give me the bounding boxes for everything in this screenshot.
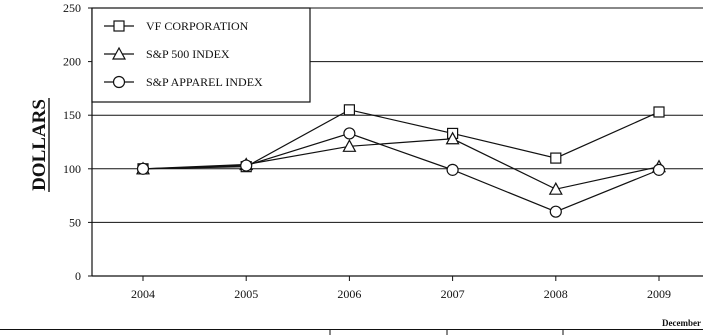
legend: VF CORPORATION S&P 500 INDEX S&P APPAREL I… bbox=[91, 7, 311, 103]
point-vf-corporation-2008 bbox=[550, 152, 562, 164]
point-s-p-apparel-index-2007 bbox=[446, 163, 459, 176]
series-group bbox=[135, 104, 667, 218]
y-axis-label: DOLLARS bbox=[29, 99, 50, 191]
point-s-p-apparel-index-2005 bbox=[240, 159, 253, 172]
legend-box bbox=[91, 7, 311, 103]
x-tick-label-2004: 2004 bbox=[131, 287, 155, 301]
legend-label-s-p-500-index: S&P 500 INDEX bbox=[146, 47, 230, 61]
y-tick-label-0: 0 bbox=[75, 269, 81, 283]
point-s-p-apparel-index-2008 bbox=[549, 205, 562, 218]
y-tick-label-150: 150 bbox=[63, 108, 81, 122]
y-axis-ticks: 0 50 100 150 200 250 bbox=[63, 1, 92, 283]
legend-label-s-p-apparel-index: S&P APPAREL INDEX bbox=[146, 75, 263, 89]
x-tick-label-2007: 2007 bbox=[441, 287, 465, 301]
y-tick-label-100: 100 bbox=[63, 162, 81, 176]
point-s-p-500-index-2006 bbox=[342, 139, 357, 152]
x-tick-label-2006: 2006 bbox=[337, 287, 361, 301]
y-tick-label-50: 50 bbox=[69, 215, 81, 229]
point-vf-corporation-2009 bbox=[653, 106, 665, 118]
x-tick-label-2005: 2005 bbox=[234, 287, 258, 301]
footer-december-label: December bbox=[662, 318, 701, 328]
series-s-p-apparel-index bbox=[136, 127, 666, 218]
y-tick-label-250: 250 bbox=[63, 1, 81, 15]
series-line-s-p-apparel-index bbox=[142, 132, 660, 213]
x-tick-label-2008: 2008 bbox=[544, 287, 568, 301]
y-tick-label-200: 200 bbox=[63, 55, 81, 69]
legend-label-vf-corporation: VF CORPORATION bbox=[146, 19, 249, 33]
legend-marker-s-p-500-index bbox=[111, 46, 127, 60]
point-s-p-apparel-index-2004 bbox=[136, 162, 150, 175]
point-s-p-apparel-index-2009 bbox=[652, 163, 666, 176]
series-line-s-p-500-index bbox=[142, 138, 660, 190]
legend-marker-vf-corporation bbox=[113, 20, 125, 32]
series-line-vf-corporation bbox=[142, 109, 660, 170]
point-s-p-500-index-2008 bbox=[548, 181, 563, 195]
series-s-p-500-index bbox=[135, 131, 667, 195]
x-axis-ticks: 2004 2005 2006 2007 2008 2009 bbox=[131, 276, 671, 301]
point-s-p-500-index-2007 bbox=[445, 131, 460, 145]
x-tick-label-2009: 2009 bbox=[647, 287, 671, 301]
point-vf-corporation-2006 bbox=[343, 104, 355, 116]
point-s-p-apparel-index-2006 bbox=[343, 127, 356, 140]
legend-marker-s-p-apparel-index bbox=[112, 75, 126, 89]
